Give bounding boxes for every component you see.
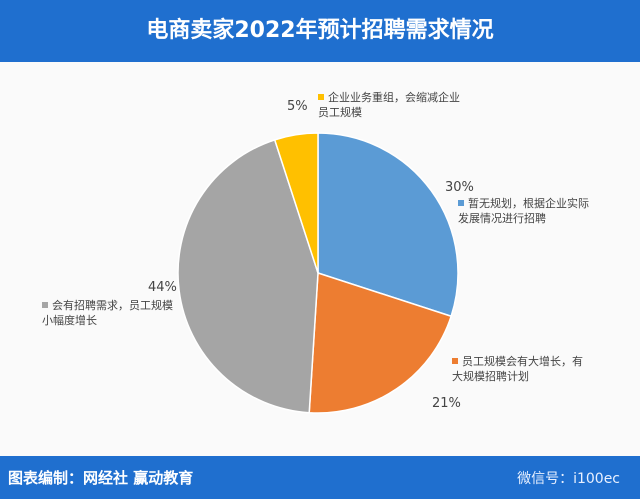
legend-swatch: [452, 358, 458, 364]
legend-label: 企业业务重组，会缩减企业员工规模: [318, 91, 460, 119]
chart-title: 电商卖家2022年预计招聘需求情况: [0, 0, 640, 62]
legend-entry: 员工规模会有大增长，有大规模招聘计划: [452, 354, 592, 384]
legend-entry: 暂无规划，根据企业实际发展情况进行招聘: [458, 196, 598, 226]
pie-slice: [177, 138, 319, 414]
slice-percent: 5%: [287, 99, 308, 114]
wechat: 微信号：i100ec: [517, 471, 620, 487]
legend-swatch: [318, 94, 324, 100]
legend-swatch: [458, 200, 464, 206]
slice-percent: 30%: [445, 180, 474, 195]
legend-swatch: [42, 302, 48, 308]
slice-percent: 44%: [148, 280, 177, 295]
footer: 图表编制：网经社 赢动教育 微信号：i100ec: [0, 456, 640, 499]
legend-entry: 企业业务重组，会缩减企业员工规模: [318, 90, 468, 120]
legend-label: 会有招聘需求，员工规模小幅度增长: [42, 299, 173, 327]
legend-label: 员工规模会有大增长，有大规模招聘计划: [452, 355, 583, 383]
legend-label: 暂无规划，根据企业实际发展情况进行招聘: [458, 197, 589, 225]
source: 图表编制：网经社 赢动教育: [8, 469, 194, 487]
pie-slice: [317, 132, 459, 318]
pie-slice: [308, 271, 453, 414]
legend-entry: 会有招聘需求，员工规模小幅度增长: [42, 298, 182, 328]
slice-percent: 21%: [432, 396, 461, 411]
pie-slice: [273, 132, 319, 274]
